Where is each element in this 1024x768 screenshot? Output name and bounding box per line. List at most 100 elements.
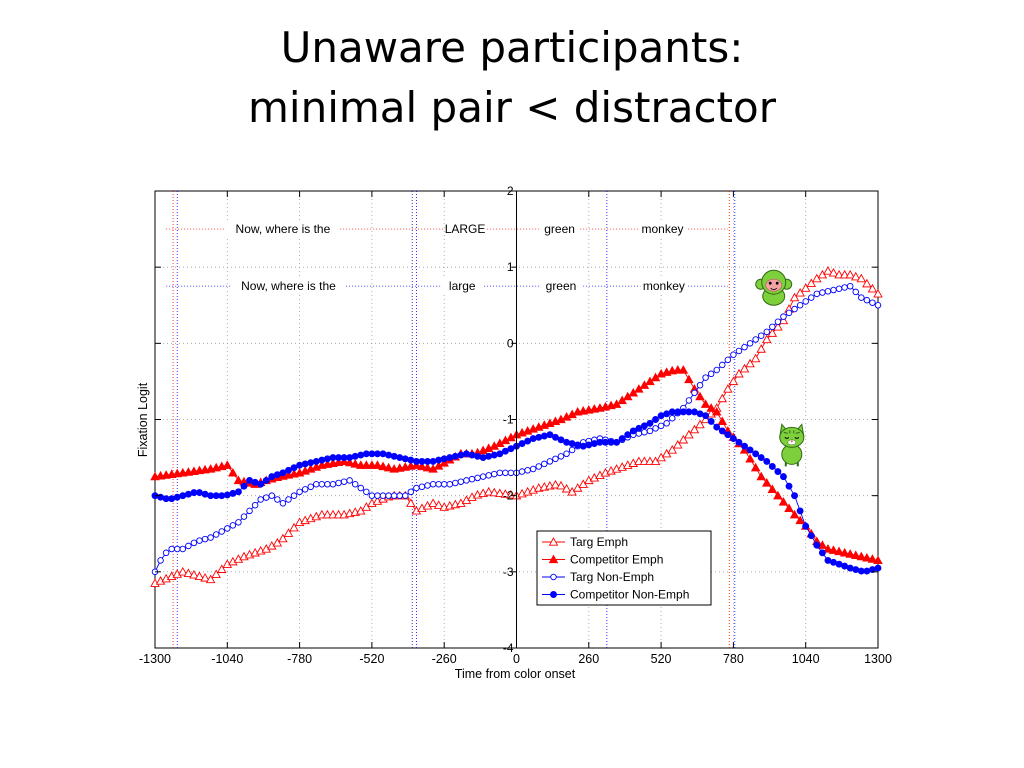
x-tick-label: -1300 (139, 652, 171, 666)
data-point (702, 412, 710, 420)
data-point (685, 397, 693, 404)
data-point (785, 482, 793, 490)
data-point (485, 472, 492, 479)
data-point (707, 417, 715, 425)
data-point (546, 431, 554, 439)
y-tick-label: 2 (507, 184, 514, 198)
data-point (179, 545, 187, 553)
data-point (862, 278, 872, 288)
data-point (483, 486, 494, 496)
data-point (207, 534, 214, 541)
data-point (819, 289, 826, 296)
data-point (173, 545, 181, 553)
data-point (867, 283, 878, 293)
data-point (795, 287, 805, 297)
data-point (196, 537, 203, 544)
data-point (351, 480, 359, 488)
data-point (218, 528, 225, 535)
data-point (322, 509, 333, 519)
data-point (823, 544, 833, 553)
y-axis-label: Fixation Logit (136, 382, 150, 457)
data-point (852, 566, 860, 573)
data-point (367, 460, 377, 469)
picture-layer (755, 269, 805, 467)
data-point (212, 531, 220, 538)
data-point (340, 478, 348, 485)
data-point (273, 471, 281, 479)
data-point (457, 478, 465, 485)
data-point (717, 416, 728, 426)
data-point (767, 328, 778, 337)
data-point (641, 428, 648, 436)
slide-title: Unaware participants: minimal pair < dis… (0, 18, 1024, 138)
data-point (867, 554, 878, 563)
data-point (561, 483, 572, 493)
data-point (830, 558, 837, 566)
data-point (446, 480, 454, 488)
data-point (550, 479, 561, 489)
data-point (546, 458, 554, 465)
y-tick-label: -1 (503, 413, 514, 427)
data-point (168, 495, 176, 503)
data-point (735, 347, 743, 355)
data-point (668, 408, 676, 416)
legend-swatch-marker (548, 537, 559, 546)
data-point (474, 452, 482, 460)
data-point (374, 450, 381, 458)
data-point (518, 440, 526, 448)
data-point (767, 484, 778, 493)
data-point (674, 408, 682, 416)
data-point (189, 569, 199, 579)
data-point (278, 533, 288, 543)
data-point (457, 451, 465, 459)
data-point (556, 480, 566, 490)
x-tick-label: -520 (359, 652, 384, 666)
data-point (162, 495, 170, 503)
data-point (808, 294, 815, 301)
data-point (485, 452, 493, 460)
data-point (769, 323, 776, 331)
data-point (657, 422, 665, 430)
data-point (362, 450, 370, 458)
data-point (446, 454, 454, 462)
data-point (185, 542, 192, 550)
data-point (684, 374, 694, 384)
data-point (824, 556, 832, 564)
data-point (874, 302, 882, 309)
data-point (746, 340, 754, 347)
data-point (741, 442, 748, 450)
data-point (723, 384, 733, 393)
legend-entry: Targ Non-Emph (542, 570, 654, 584)
data-point (850, 550, 861, 559)
data-point (713, 423, 721, 431)
data-point (830, 286, 837, 294)
data-point (596, 438, 604, 446)
data-point (468, 451, 476, 459)
data-point (789, 509, 800, 519)
data-point (452, 479, 459, 487)
data-point (663, 410, 671, 418)
data-point (673, 439, 683, 449)
data-point (318, 480, 326, 488)
data-point (828, 267, 839, 277)
data-point (157, 493, 165, 501)
data-point (728, 376, 739, 386)
data-point (283, 528, 294, 537)
data-point (706, 403, 716, 412)
data-point (685, 408, 693, 416)
data-point (691, 389, 698, 397)
data-point (763, 328, 771, 336)
data-point (279, 469, 287, 477)
data-point (506, 489, 516, 499)
annotation-backdrop (442, 278, 483, 294)
data-point (479, 454, 487, 462)
annotation-word: Now, where is the (236, 222, 331, 236)
data-point (574, 441, 582, 449)
data-point (212, 492, 220, 500)
legend: Targ Emph Competitor Emph Targ Non-Emph Com… (536, 530, 712, 606)
data-point (211, 569, 221, 579)
data-point (379, 492, 387, 499)
data-point (173, 493, 181, 501)
annotation-backdrop (231, 278, 346, 294)
data-point (551, 433, 559, 441)
